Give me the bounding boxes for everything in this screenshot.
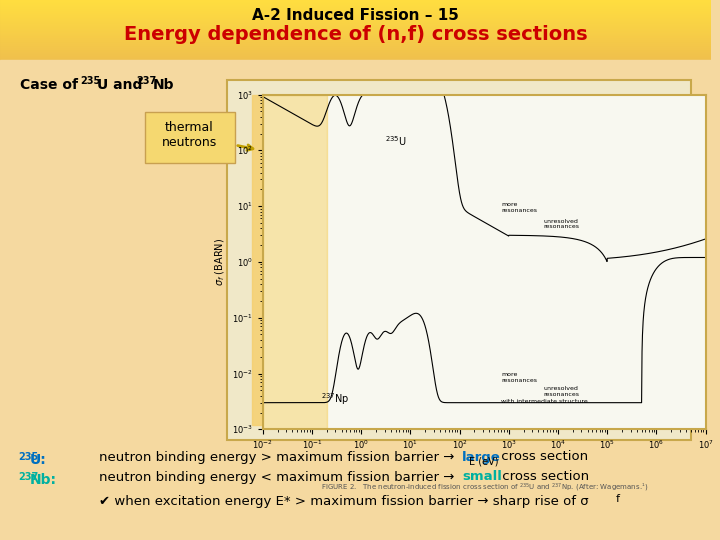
Text: 235: 235 — [80, 76, 100, 86]
Bar — [0, 5, 711, 6]
Bar — [0, 0, 711, 60]
Text: A-2 Induced Fission – 15: A-2 Induced Fission – 15 — [252, 9, 459, 24]
Bar — [0, 37, 711, 38]
Bar — [0, 20, 711, 21]
Text: Nb:: Nb: — [30, 473, 57, 487]
Text: unresolved
resonances: unresolved resonances — [543, 219, 579, 230]
Text: more
resonances: more resonances — [501, 373, 537, 383]
Bar — [0, 4, 711, 5]
Bar — [0, 56, 711, 57]
Text: $^{235}$U: $^{235}$U — [384, 134, 406, 148]
Bar — [0, 2, 711, 3]
Bar — [0, 45, 711, 46]
Y-axis label: $\sigma_f$ (BARN): $\sigma_f$ (BARN) — [213, 238, 227, 286]
Bar — [0, 41, 711, 42]
Text: cross section: cross section — [497, 450, 588, 463]
Text: thermal
neutrons: thermal neutrons — [162, 121, 217, 149]
Bar — [0, 3, 711, 4]
Bar — [0, 1, 711, 2]
Bar — [0, 18, 711, 19]
Text: FIGURE 2.   The neutron-induced fission cross section of $^{235}$U and $^{237}$N: FIGURE 2. The neutron-induced fission cr… — [320, 481, 648, 494]
Text: 237: 237 — [136, 76, 156, 86]
Bar — [0, 6, 711, 7]
Bar — [0, 51, 711, 52]
Bar — [0, 46, 711, 47]
Bar — [0, 16, 711, 17]
Bar — [0, 39, 711, 40]
Text: 235: 235 — [18, 452, 38, 462]
Bar — [0, 25, 711, 26]
Bar — [0, 35, 711, 36]
Bar — [0, 48, 711, 49]
Bar — [0, 11, 711, 12]
Bar — [0, 57, 711, 58]
Text: neutron binding energy < maximum fission barrier →: neutron binding energy < maximum fission… — [99, 470, 459, 483]
FancyBboxPatch shape — [145, 112, 235, 163]
Text: unresolved
resonances: unresolved resonances — [543, 386, 579, 397]
Bar — [0, 21, 711, 22]
Text: U and: U and — [96, 78, 147, 92]
Bar — [0, 47, 711, 48]
Bar — [0, 28, 711, 29]
Bar — [0, 58, 711, 59]
Text: small: small — [462, 470, 502, 483]
Bar — [263, 94, 327, 429]
Text: Nb: Nb — [153, 78, 174, 92]
Bar — [266, 120, 330, 420]
Bar — [0, 13, 711, 14]
Bar — [0, 0, 711, 1]
Bar — [0, 29, 711, 30]
Bar — [0, 30, 711, 31]
Bar — [0, 49, 711, 50]
Bar — [0, 43, 711, 44]
Bar — [0, 50, 711, 51]
Bar — [0, 36, 711, 37]
Text: large: large — [462, 450, 501, 463]
Bar — [0, 38, 711, 39]
Bar — [0, 31, 711, 32]
Bar — [0, 42, 711, 43]
Text: $^{237}$Np: $^{237}$Np — [320, 391, 349, 407]
Text: Energy dependence of (n,f) cross sections: Energy dependence of (n,f) cross section… — [124, 25, 588, 44]
Bar — [0, 10, 711, 11]
Bar — [0, 52, 711, 53]
Text: Case of: Case of — [19, 78, 83, 92]
Bar — [0, 33, 711, 34]
Bar — [0, 44, 711, 45]
Bar — [0, 55, 711, 56]
Bar — [0, 23, 711, 24]
Bar — [0, 15, 711, 16]
Bar — [0, 24, 711, 25]
Bar — [0, 14, 711, 15]
Bar — [0, 8, 711, 9]
Bar — [266, 120, 671, 420]
Bar — [0, 12, 711, 13]
Text: more
resonances: more resonances — [501, 202, 537, 213]
Bar — [0, 9, 711, 10]
Bar — [0, 26, 711, 27]
FancyBboxPatch shape — [227, 80, 691, 440]
Bar — [0, 59, 711, 60]
Text: U:: U: — [30, 453, 46, 467]
Text: neutron binding energy > maximum fission barrier →: neutron binding energy > maximum fission… — [99, 450, 459, 463]
Bar — [0, 40, 711, 41]
Bar — [0, 34, 711, 35]
Text: f: f — [616, 494, 620, 504]
Bar — [0, 22, 711, 23]
Bar — [0, 17, 711, 18]
Text: ✔ when excitation energy E* > maximum fission barrier → sharp rise of σ: ✔ when excitation energy E* > maximum fi… — [99, 496, 588, 509]
Bar — [252, 95, 326, 425]
Bar — [0, 53, 711, 54]
Bar — [0, 54, 711, 55]
Text: 237: 237 — [18, 472, 38, 482]
Bar — [0, 19, 711, 20]
X-axis label: E (eV): E (eV) — [469, 457, 499, 467]
Bar — [0, 60, 711, 540]
Text: with intermediate structure: with intermediate structure — [501, 399, 588, 404]
Bar — [0, 27, 711, 28]
Bar — [0, 7, 711, 8]
Bar — [0, 32, 711, 33]
Text: cross section: cross section — [498, 470, 589, 483]
